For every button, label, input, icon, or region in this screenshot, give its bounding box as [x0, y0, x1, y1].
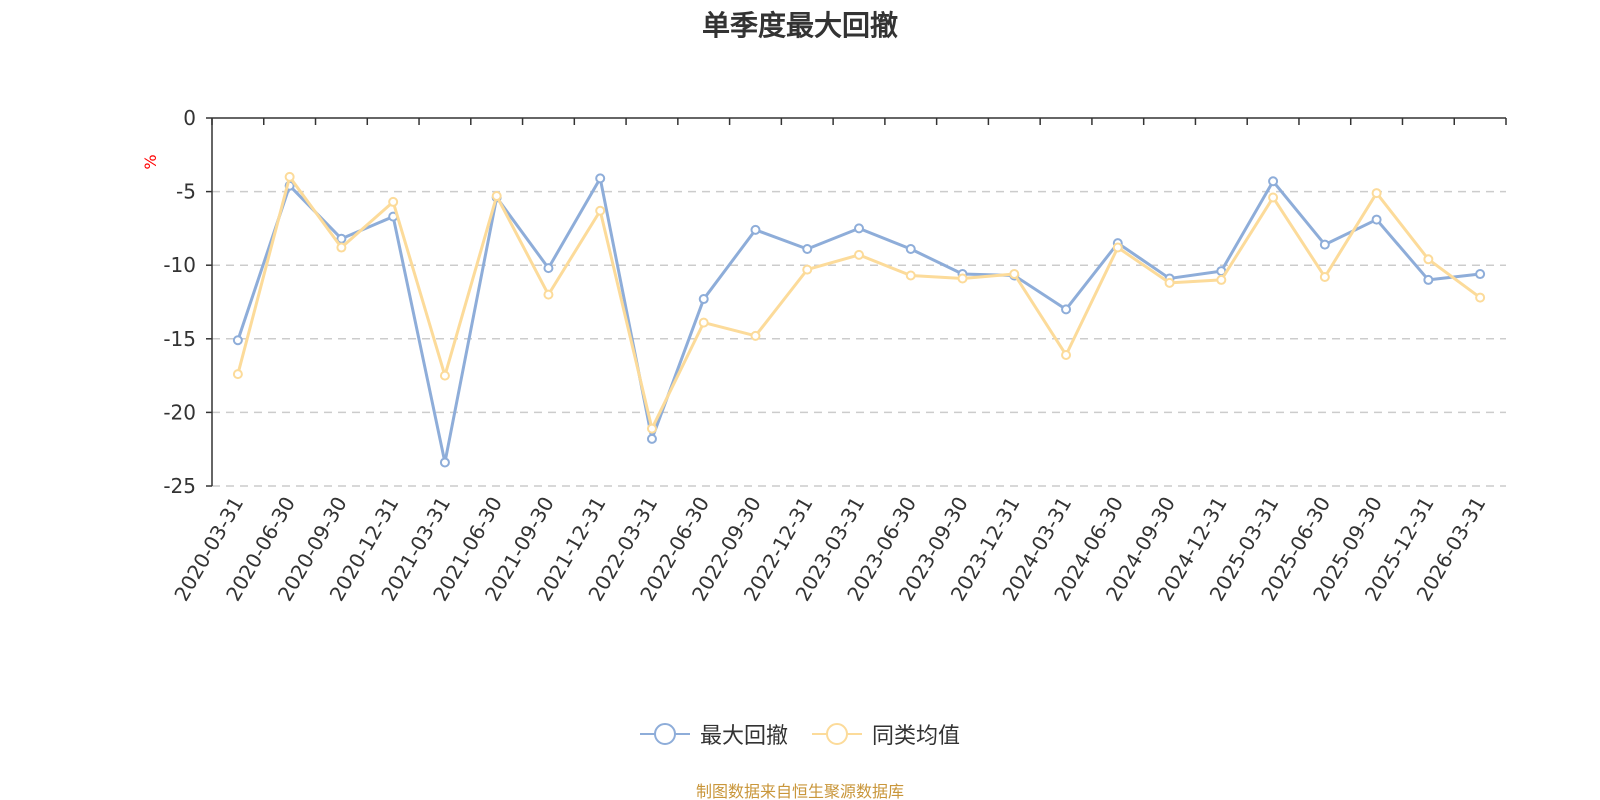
data-point-series-0[interactable] — [595, 173, 606, 184]
data-point-series-0[interactable] — [543, 263, 554, 274]
data-point-series-0[interactable] — [1475, 269, 1486, 280]
data-point-series-1[interactable] — [1009, 269, 1020, 280]
data-point-series-1[interactable] — [1164, 277, 1175, 288]
data-point-series-1[interactable] — [854, 249, 864, 260]
data-point-series-1[interactable] — [905, 270, 916, 281]
data-point-series-0[interactable] — [232, 335, 243, 346]
y-tick-label: -20 — [163, 400, 196, 424]
data-point-series-1[interactable] — [595, 205, 606, 216]
data-point-series-0[interactable] — [646, 433, 657, 444]
data-point-series-1[interactable] — [1371, 188, 1382, 199]
data-point-series-1[interactable] — [491, 191, 502, 202]
y-tick-label: -15 — [163, 327, 196, 351]
data-point-series-1[interactable] — [646, 423, 657, 434]
series-line-1 — [236, 175, 1482, 431]
data-point-series-1[interactable] — [1061, 349, 1072, 360]
data-point-series-0[interactable] — [698, 294, 709, 305]
y-tick-label: 0 — [183, 106, 196, 130]
legend-line-circle-icon — [639, 723, 690, 745]
data-point-series-1[interactable] — [1112, 242, 1123, 253]
data-point-series-1[interactable] — [388, 196, 399, 207]
y-unit-label: % — [141, 154, 160, 169]
data-point-series-1[interactable] — [1319, 271, 1330, 282]
data-point-series-1[interactable] — [698, 317, 709, 328]
data-point-series-1[interactable] — [439, 370, 450, 381]
series-line-0 — [236, 176, 1481, 464]
legend-item-max-drawdown[interactable]: 最大回撤 — [639, 718, 788, 750]
data-point-series-1[interactable] — [957, 273, 968, 284]
data-point-series-0[interactable] — [854, 223, 864, 234]
data-point-series-0[interactable] — [802, 244, 813, 255]
series-layer — [232, 171, 1486, 468]
data-source-note: 制图数据来自恒生聚源数据库 — [695, 782, 904, 800]
y-tick-label: -25 — [163, 474, 196, 498]
legend-item-peer-average[interactable]: 同类均值 — [812, 718, 960, 750]
data-point-series-0[interactable] — [1061, 304, 1072, 315]
y-tick-label: -10 — [163, 253, 196, 277]
data-point-series-0[interactable] — [439, 457, 450, 468]
data-point-series-1[interactable] — [1475, 292, 1486, 303]
y-tick-label: -5 — [176, 180, 196, 204]
chart-title: 单季度最大回撤 — [701, 9, 898, 42]
data-point-series-1[interactable] — [1268, 192, 1279, 203]
data-point-series-1[interactable] — [802, 264, 813, 275]
legend: 最大回撤 同类均值 — [0, 718, 1600, 750]
data-point-series-0[interactable] — [750, 224, 761, 235]
data-point-series-1[interactable] — [284, 171, 295, 182]
data-point-series-0[interactable] — [905, 244, 916, 255]
data-point-series-0[interactable] — [1268, 176, 1279, 187]
data-point-series-1[interactable] — [750, 330, 761, 341]
data-point-series-1[interactable] — [1423, 254, 1434, 265]
grid-layer — [212, 190, 1506, 487]
data-point-series-0[interactable] — [1423, 274, 1434, 285]
axis-layer: 0-5-10-15-20-252020-03-312020-06-302020-… — [163, 106, 1507, 605]
legend-label-peer-average: 同类均值 — [872, 724, 961, 749]
data-point-series-0[interactable] — [1319, 239, 1330, 250]
legend-line-circle-icon — [812, 723, 862, 745]
data-point-series-1[interactable] — [1216, 274, 1227, 285]
data-point-series-1[interactable] — [232, 369, 243, 380]
data-point-series-1[interactable] — [336, 242, 347, 253]
data-point-series-1[interactable] — [543, 289, 554, 300]
legend-label-max-drawdown: 最大回撤 — [699, 724, 788, 749]
data-point-series-0[interactable] — [1371, 214, 1382, 225]
